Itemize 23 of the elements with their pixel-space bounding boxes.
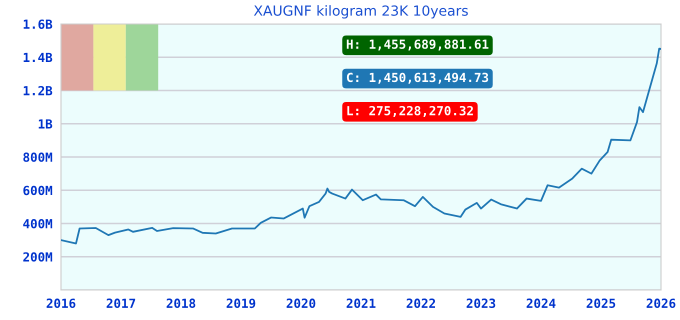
- x-tick-label: 2024: [526, 298, 556, 308]
- x-tick-label: 2022: [406, 298, 436, 308]
- x-tick-label: 2019: [226, 298, 256, 308]
- y-tick-label: 1.6B: [24, 19, 52, 29]
- x-tick-label: 2018: [166, 298, 196, 308]
- y-tick-label: 1.2B: [24, 86, 52, 96]
- annotation: H: 1,455,689,881.61: [346, 39, 488, 50]
- y-tick-label: 400M: [23, 218, 52, 228]
- x-tick-label: 2026: [646, 298, 676, 308]
- x-tick-label: 2020: [286, 298, 316, 308]
- y-tick-label: 1.4B: [24, 52, 52, 62]
- chart-title: XAUGNF kilogram 23K 10years: [254, 5, 468, 19]
- y-tick-label: 1B: [38, 119, 52, 128]
- annotation: L: 275,228,270.32: [347, 106, 473, 117]
- x-tick-label: 2021: [346, 298, 376, 308]
- x-tick-label: 2025: [586, 298, 616, 308]
- y-tick-label: 600M: [23, 186, 52, 196]
- x-tick-label: 2023: [466, 298, 496, 308]
- x-tick-label: 2017: [106, 298, 136, 308]
- y-tick-label: 800M: [23, 152, 52, 162]
- annotation: C: 1,450,613,494.73: [346, 72, 488, 84]
- y-tick-label: 200M: [23, 252, 52, 262]
- x-tick-label: 2016: [46, 298, 76, 308]
